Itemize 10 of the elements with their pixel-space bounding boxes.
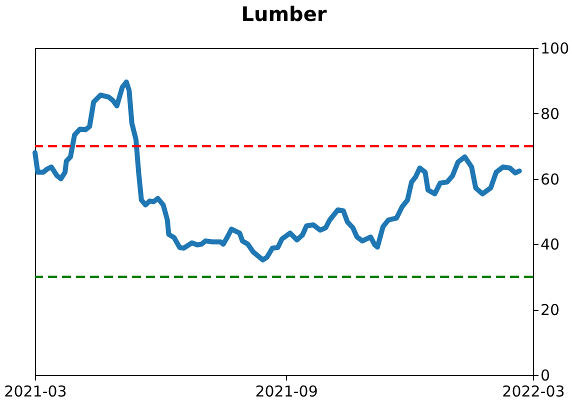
y-tick-label: 80: [540, 104, 560, 123]
x-tick-label: 2021-03: [4, 382, 67, 400]
x-tick-label: 2022-03: [502, 382, 565, 400]
y-tick-label: 100: [540, 40, 570, 58]
chart-title: Lumber: [241, 2, 327, 26]
y-tick-label: 20: [540, 301, 560, 320]
x-tick-label: 2021-09: [255, 382, 318, 400]
y-tick-label: 40: [540, 236, 560, 254]
y-tick-label: 60: [540, 170, 560, 188]
y-tick-label: 0: [540, 366, 550, 384]
